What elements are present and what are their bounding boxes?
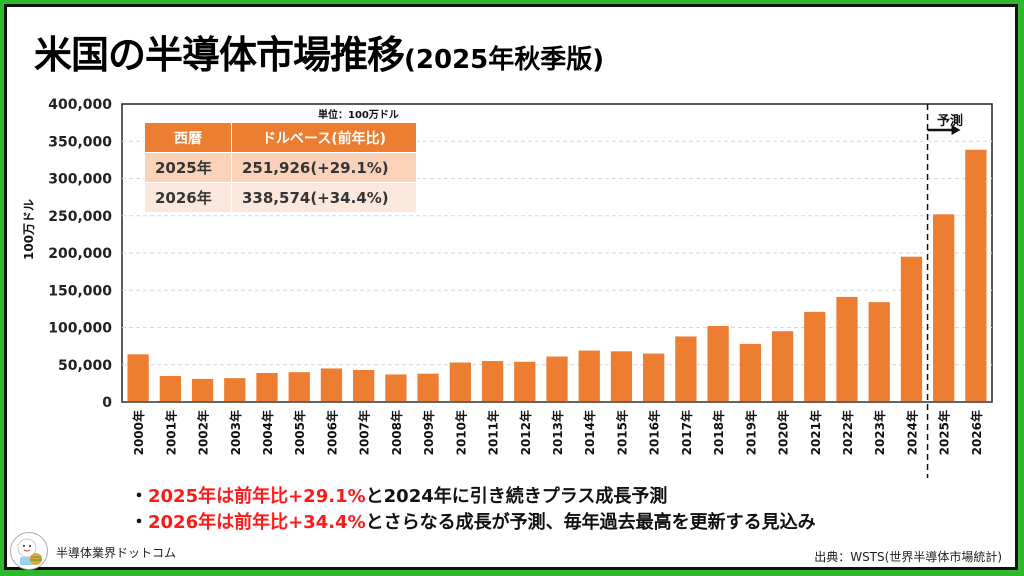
- x-tick-label: 2017年: [679, 410, 694, 455]
- bar: [159, 375, 181, 402]
- title-sub: (2025年秋季版): [404, 45, 605, 75]
- x-tick-label: 2008年: [389, 410, 404, 455]
- bar: [643, 353, 665, 402]
- bar: [320, 368, 343, 402]
- bar: [675, 336, 697, 402]
- x-tick-label: 2004年: [260, 410, 275, 455]
- bar: [224, 378, 246, 402]
- forecast-arrowhead-icon: [951, 125, 961, 135]
- x-tick-label: 2015年: [614, 410, 629, 455]
- x-tick-label: 2013年: [550, 410, 565, 455]
- bullet-item: ・2025年は前年比+29.1%と2024年に引き続きプラス成長予測: [130, 484, 816, 510]
- x-tick-label: 2012年: [518, 410, 533, 455]
- bar: [288, 372, 310, 402]
- bar: [546, 356, 568, 402]
- y-tick-label: 150,000: [48, 283, 112, 299]
- table-cell-year: 2025年: [144, 152, 232, 183]
- bullet-highlight: 2025年は前年比+29.1%: [148, 486, 366, 507]
- bar: [481, 361, 504, 402]
- bullet-mark: ・: [130, 486, 148, 507]
- x-tick-label: 2024年: [904, 410, 919, 455]
- table-row: 2025年 251,926(+29.1%): [144, 152, 417, 183]
- page-title: 米国の半導体市場推移(2025年秋季版): [34, 24, 604, 79]
- x-tick-label: 2026年: [969, 410, 984, 455]
- y-tick-label: 0: [102, 395, 112, 411]
- table-header-value: ドルベース(前年比): [231, 122, 417, 153]
- bar: [771, 331, 794, 402]
- site-logo-icon: [10, 532, 48, 570]
- y-tick-label: 400,000: [48, 97, 112, 113]
- bar: [514, 361, 536, 402]
- table-cell-year: 2026年: [144, 182, 232, 213]
- x-tick-label: 2023年: [872, 410, 887, 455]
- bullet-text: とさらなる成長が予測、毎年過去最高を更新する見込み: [365, 512, 816, 533]
- bar: [449, 362, 471, 402]
- table-cell-value: 338,574(+34.4%): [231, 182, 417, 213]
- x-tick-label: 2009年: [421, 410, 436, 455]
- bar: [127, 354, 149, 402]
- x-tick-label: 2011年: [486, 410, 501, 455]
- x-tick-label: 2022年: [840, 410, 855, 455]
- slide-frame: [4, 4, 1018, 570]
- x-tick-label: 2020年: [776, 410, 791, 455]
- bar: [804, 311, 826, 402]
- x-tick-label: 2021年: [808, 410, 823, 455]
- table-header-year: 西暦: [144, 122, 232, 153]
- x-tick-label: 2001年: [163, 410, 178, 455]
- bar: [353, 369, 375, 402]
- bullet-item: ・2026年は前年比+34.4%とさらなる成長が予測、毎年過去最高を更新する見込…: [130, 510, 816, 536]
- table-cell-value: 251,926(+29.1%): [231, 152, 417, 183]
- y-tick-label: 300,000: [48, 172, 112, 188]
- bar: [707, 326, 729, 402]
- y-tick-label: 200,000: [48, 246, 112, 262]
- x-tick-label: 2003年: [228, 410, 243, 455]
- x-tick-label: 2018年: [711, 410, 726, 455]
- bar: [836, 296, 858, 402]
- y-tick-label: 350,000: [48, 134, 112, 150]
- x-tick-label: 2000年: [131, 410, 146, 455]
- title-main: 米国の半導体市場推移: [34, 33, 405, 77]
- bar: [256, 372, 278, 402]
- x-tick-label: 2014年: [582, 410, 597, 455]
- x-tick-label: 2019年: [743, 410, 758, 455]
- x-tick-label: 2007年: [357, 410, 372, 455]
- bar: [933, 214, 955, 402]
- bar: [900, 256, 923, 402]
- site-name: 半導体業界ドットコム: [56, 546, 177, 560]
- x-tick-label: 2005年: [292, 410, 307, 455]
- bar: [191, 378, 214, 402]
- y-tick-label: 100,000: [48, 321, 112, 337]
- x-tick-label: 2016年: [647, 410, 662, 455]
- forecast-table: 西暦 ドルベース(前年比) 2025年 251,926(+29.1%) 2026…: [144, 122, 417, 213]
- bar: [610, 351, 633, 402]
- bar: [385, 374, 407, 402]
- bar: [965, 149, 987, 402]
- bar: [739, 343, 761, 402]
- x-tick-label: 2010年: [453, 410, 468, 455]
- source-note: 出典：WSTS(世界半導体市場統計): [814, 550, 1002, 564]
- x-tick-label: 2002年: [196, 410, 211, 455]
- forecast-label: 予測: [937, 114, 964, 129]
- summary-bullets: ・2025年は前年比+29.1%と2024年に引き続きプラス成長予測 ・2026…: [130, 484, 816, 536]
- bullet-mark: ・: [130, 512, 148, 533]
- table-row: 2026年 338,574(+34.4%): [144, 182, 417, 213]
- x-tick-label: 2025年: [937, 410, 952, 455]
- bar: [417, 373, 439, 402]
- table-unit-label: 単位：100万ドル: [318, 110, 399, 121]
- bullet-highlight: 2026年は前年比+34.4%: [148, 512, 366, 533]
- bullet-text: と2024年に引き続きプラス成長予測: [365, 486, 668, 507]
- bar: [868, 302, 890, 402]
- y-tick-label: 250,000: [48, 209, 112, 225]
- bar: [578, 350, 600, 402]
- x-tick-label: 2006年: [324, 410, 339, 455]
- y-tick-label: 50,000: [58, 358, 112, 374]
